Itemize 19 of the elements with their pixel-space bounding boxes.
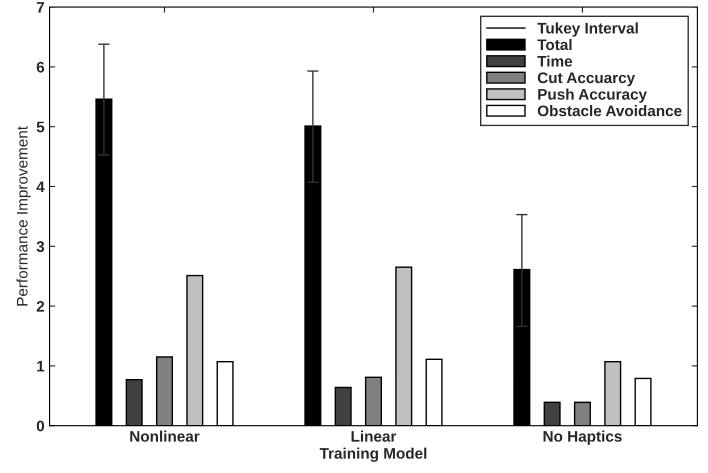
y-tick-label: 5 xyxy=(36,122,44,132)
y-tick-label: 6 xyxy=(36,62,44,73)
y-tick-label: 3 xyxy=(36,241,44,252)
y-tick-label: 7 xyxy=(36,2,44,13)
annotation: Tukey Interval xyxy=(537,22,638,37)
x-tick-label: Nonlinear xyxy=(130,430,200,442)
x-axis-title: Training Model xyxy=(320,448,426,462)
y-tick-label: 4 xyxy=(36,182,45,192)
y-tick-label: 0 xyxy=(36,420,44,432)
legend-label: Cut Accuarcy xyxy=(538,72,636,86)
x-tick-label: No Haptics xyxy=(544,430,622,445)
legend-label: Total xyxy=(537,38,572,50)
legend-label: Push Accuracy xyxy=(538,88,647,103)
legend-label: Time xyxy=(537,55,572,67)
legend-label: Obstacle Avoidance xyxy=(538,105,682,116)
y-axis-title: Performance Improvement xyxy=(16,126,31,306)
y-tick-label: 2 xyxy=(36,300,44,312)
y-tick-label: 1 xyxy=(37,360,44,372)
x-tick-label: Linear xyxy=(352,430,396,442)
